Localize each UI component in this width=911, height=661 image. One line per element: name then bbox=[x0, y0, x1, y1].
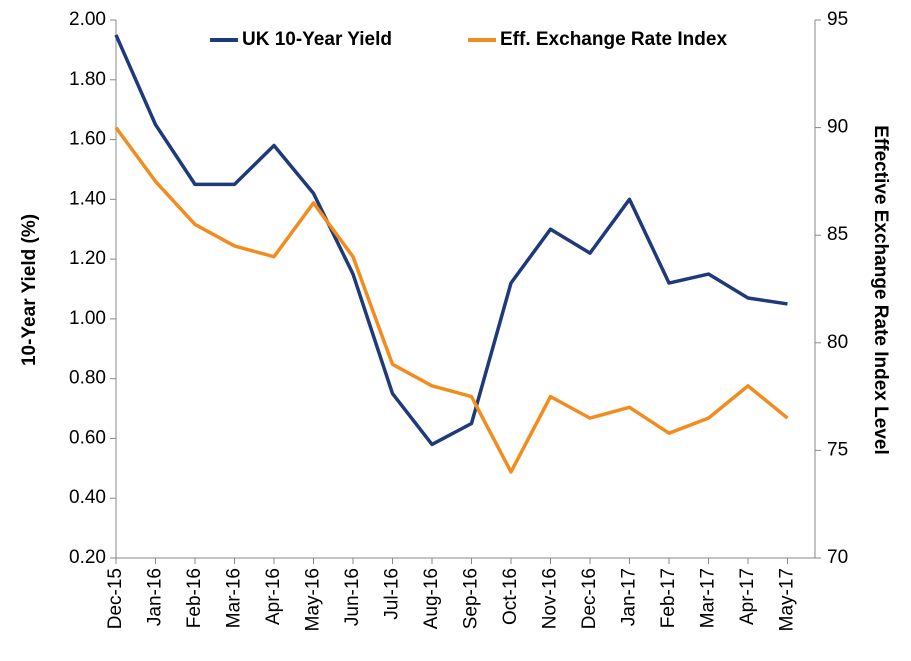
y2-tick-label: 80 bbox=[827, 332, 848, 353]
y-tick-label: 0.40 bbox=[69, 487, 106, 508]
y2-tick-label: 70 bbox=[827, 547, 848, 568]
y-tick-label: 0.80 bbox=[69, 368, 106, 389]
y-tick-label: 1.80 bbox=[69, 69, 106, 90]
x-tick-label: Aug-16 bbox=[421, 568, 442, 629]
y2-tick-label: 95 bbox=[827, 9, 848, 30]
y-tick-label: 1.60 bbox=[69, 129, 106, 150]
y-axis-label: 10-Year Yield (%) bbox=[19, 214, 40, 366]
y-tick-label: 0.60 bbox=[69, 427, 106, 448]
y-tick-label: 1.40 bbox=[69, 188, 106, 209]
x-tick-label: Nov-16 bbox=[540, 568, 561, 629]
x-tick-label: Feb-17 bbox=[658, 568, 679, 628]
x-tick-label: Apr-16 bbox=[263, 568, 284, 625]
x-tick-label: Mar-16 bbox=[224, 568, 245, 628]
x-tick-label: May-16 bbox=[303, 568, 324, 631]
y2-tick-label: 90 bbox=[827, 117, 848, 138]
x-tick-label: Feb-16 bbox=[184, 568, 205, 628]
x-tick-label: Mar-17 bbox=[698, 568, 719, 628]
x-tick-label: Oct-16 bbox=[500, 568, 521, 625]
y-tick-label: 0.20 bbox=[69, 547, 106, 568]
y2-tick-label: 85 bbox=[827, 224, 848, 245]
y-tick-label: 1.00 bbox=[69, 308, 106, 329]
x-tick-label: Apr-17 bbox=[737, 568, 758, 625]
series-line bbox=[114, 126, 789, 474]
y2-tick-label: 75 bbox=[827, 439, 848, 460]
legend-label: UK 10-Year Yield bbox=[242, 29, 392, 50]
x-tick-label: Dec-15 bbox=[105, 568, 126, 629]
y2-axis-label: Effective Exchange Rate Index Level bbox=[870, 125, 891, 454]
x-tick-label: Sep-16 bbox=[461, 568, 482, 629]
y-tick-label: 2.00 bbox=[69, 9, 106, 30]
x-tick-label: Dec-16 bbox=[579, 568, 600, 629]
y-tick-label: 1.20 bbox=[69, 248, 106, 269]
x-tick-label: Jun-16 bbox=[342, 568, 363, 626]
x-tick-label: Jan-16 bbox=[145, 568, 166, 626]
x-tick-label: May-17 bbox=[777, 568, 798, 631]
x-tick-label: Jul-16 bbox=[382, 568, 403, 620]
x-tick-label: Jan-17 bbox=[619, 568, 640, 626]
series-line bbox=[114, 34, 788, 447]
legend-label: Eff. Exchange Rate Index bbox=[500, 29, 727, 50]
